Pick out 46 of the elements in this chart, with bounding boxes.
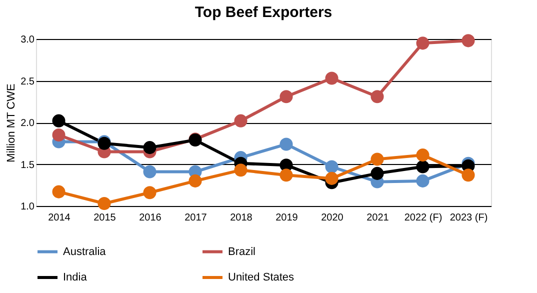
x-tick-label: 2021 [366, 212, 390, 224]
x-tick-label: 2020 [321, 212, 344, 224]
y-tick-label: 1.5 [20, 160, 35, 171]
point [52, 128, 66, 142]
chart-title: Top Beef Exporters [194, 4, 332, 21]
point [143, 165, 156, 178]
point [143, 141, 156, 154]
x-tick-label: 2016 [139, 212, 162, 224]
x-tick-label: 2022 (F) [404, 212, 442, 224]
legend-label: India [63, 272, 88, 284]
point [280, 168, 293, 182]
y-tick-label: 1.0 [20, 202, 35, 212]
point [416, 160, 430, 174]
point [325, 172, 338, 185]
point [234, 164, 248, 177]
point [143, 186, 156, 200]
y-axis-title: Million MT CWE [6, 84, 18, 162]
point [325, 160, 338, 174]
point [370, 152, 384, 166]
point [370, 166, 384, 180]
point [280, 138, 293, 151]
point [98, 196, 111, 210]
point [52, 114, 66, 128]
legend-label: Brazil [228, 246, 256, 258]
point [234, 114, 248, 128]
x-tick-label: 2023 (F) [450, 212, 488, 224]
y-tick-label: 2.0 [20, 118, 35, 129]
y-tick-label: 2.5 [20, 76, 35, 88]
point [280, 90, 293, 104]
point [462, 34, 475, 48]
point [52, 185, 66, 198]
point [370, 90, 384, 104]
x-tick-label: 2015 [94, 212, 116, 224]
point [416, 148, 430, 162]
y-tick-label: 3.0 [20, 34, 35, 46]
point [188, 174, 202, 188]
x-tick-label: 2014 [48, 212, 71, 224]
point [325, 72, 338, 85]
x-tick-label: 2018 [230, 212, 253, 224]
legend-label: United States [228, 272, 295, 284]
point [416, 174, 430, 188]
x-tick-label: 2017 [184, 212, 208, 224]
legend-label: Australia [63, 246, 107, 258]
point [416, 36, 430, 50]
x-tick-label: 2019 [276, 212, 298, 224]
point [462, 168, 475, 182]
